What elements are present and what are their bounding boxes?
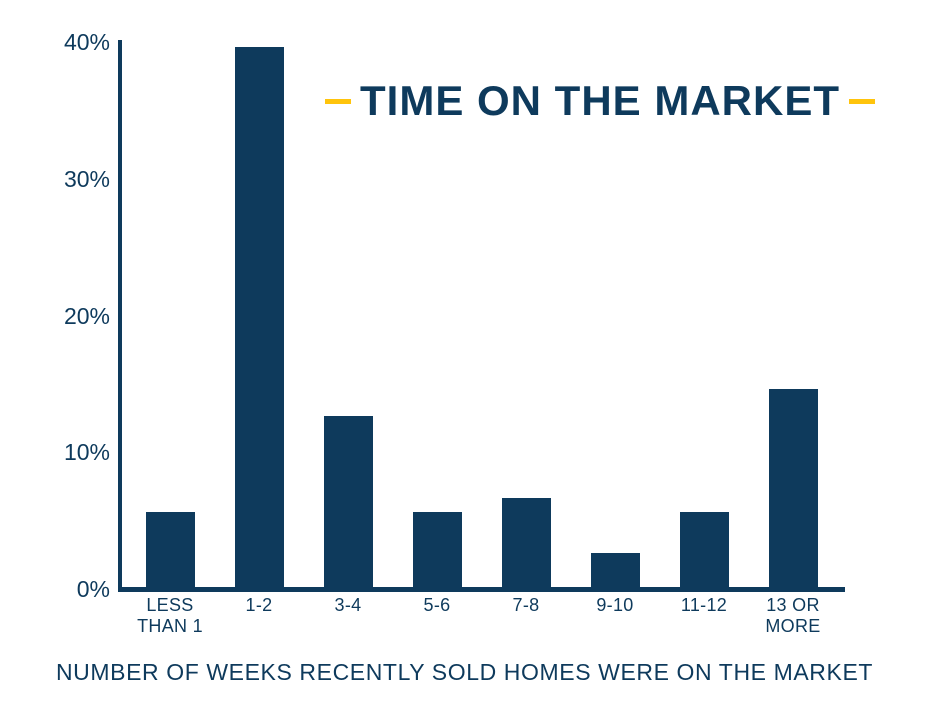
x-tick-label: LESS THAN 1: [137, 595, 203, 636]
x-tick-label: 7-8: [512, 595, 540, 615]
y-tick-label: 40%: [63, 29, 110, 55]
bar-13-or-more: [768, 389, 818, 587]
y-tick-label: 0%: [76, 576, 110, 602]
y-tick-label: 10%: [63, 439, 110, 465]
bar-11-12: [679, 512, 729, 587]
x-tick-label: 11-12: [680, 595, 728, 615]
chart-title-row: TIME ON THE MARKET: [325, 76, 875, 126]
chart-title: TIME ON THE MARKET: [360, 77, 840, 124]
x-tick-label: 9-10: [596, 595, 634, 615]
x-tick-label: 5-6: [423, 595, 451, 615]
bar-7-8: [501, 498, 551, 587]
bar-1-2: [234, 47, 284, 587]
y-tick-label: 30%: [63, 166, 110, 192]
title-right-dash-icon: [848, 98, 875, 104]
x-tick-label: 3-4: [334, 595, 362, 615]
bar-9-10: [590, 553, 640, 587]
x-axis-caption: NUMBER OF WEEKS RECENTLY SOLD HOMES WERE…: [55, 659, 874, 685]
plot-area: [118, 40, 845, 592]
x-tick-label: 1-2: [245, 595, 273, 615]
bar-less-than-1: [145, 512, 195, 587]
y-tick-label: 20%: [63, 303, 110, 329]
bar-3-4: [323, 416, 373, 587]
title-left-dash-icon: [325, 98, 352, 104]
x-tick-label: 13 OR MORE: [765, 595, 821, 636]
bar-5-6: [412, 512, 462, 587]
